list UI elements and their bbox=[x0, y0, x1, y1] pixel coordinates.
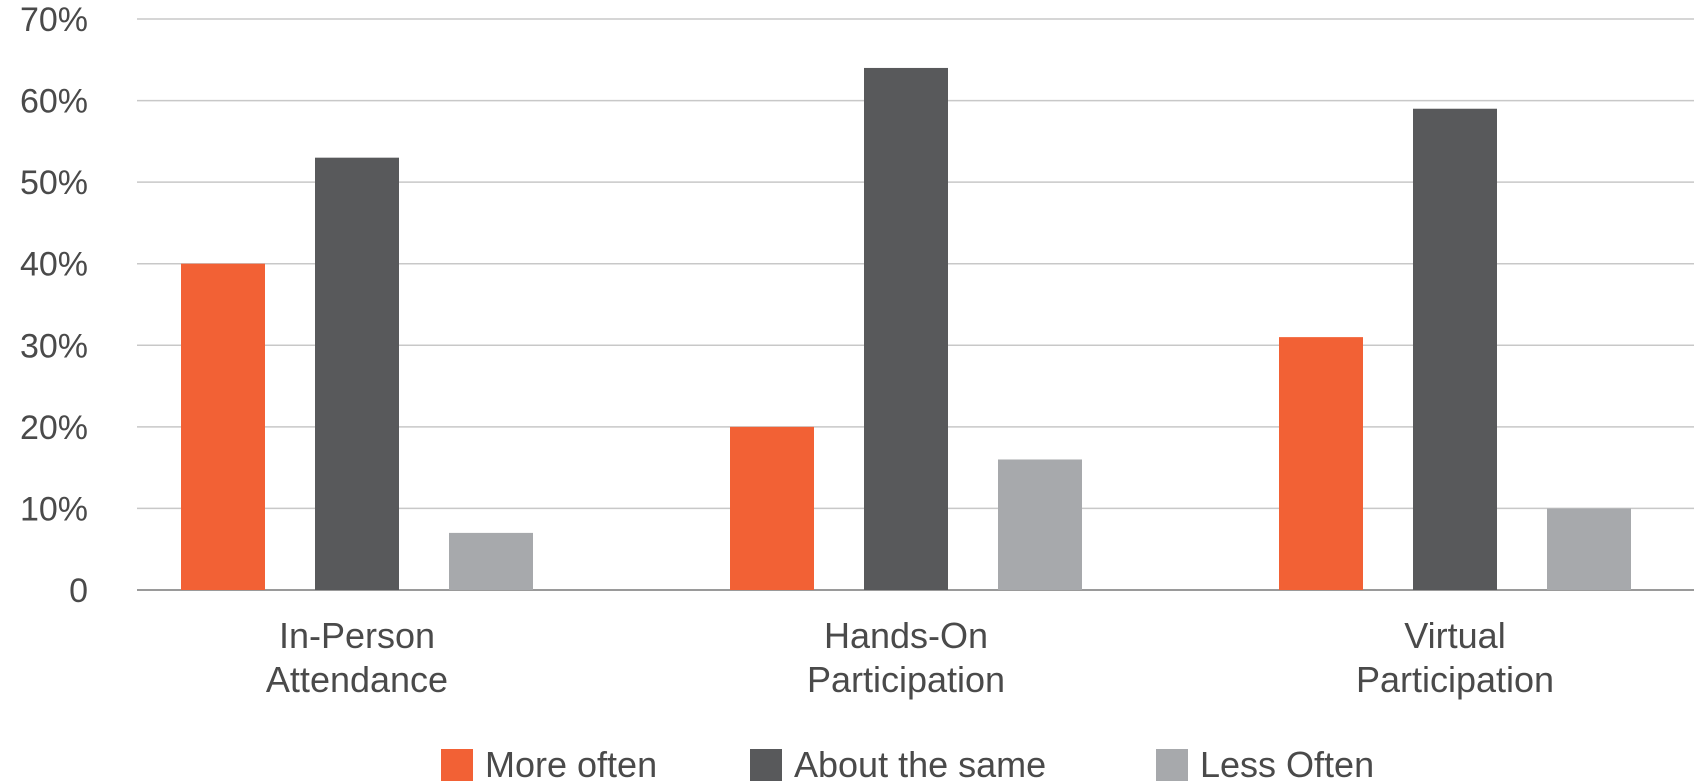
bar-about-the-same bbox=[1413, 108, 1497, 590]
category-label: Hands-On bbox=[824, 615, 988, 656]
bar-less-often bbox=[998, 459, 1082, 590]
legend-swatch bbox=[750, 749, 782, 781]
y-tick-label: 60% bbox=[20, 83, 88, 121]
category-label: Attendance bbox=[266, 659, 448, 700]
legend-swatch bbox=[1156, 749, 1188, 781]
bar-about-the-same bbox=[864, 67, 948, 590]
legend-label: Less Often bbox=[1200, 744, 1374, 784]
y-tick-label: 70% bbox=[20, 1, 88, 39]
y-tick-label: 20% bbox=[20, 409, 88, 447]
y-tick-label: 50% bbox=[20, 164, 88, 202]
legend-swatch bbox=[441, 749, 473, 781]
legend-label: More often bbox=[485, 744, 657, 784]
category-label: Virtual bbox=[1404, 615, 1505, 656]
bar-more-often bbox=[1279, 337, 1363, 590]
y-tick-label: 30% bbox=[20, 327, 88, 365]
y-tick-label: 10% bbox=[20, 490, 88, 528]
bar-more-often bbox=[730, 426, 814, 590]
y-tick-label: 40% bbox=[20, 246, 88, 284]
legend-label: About the same bbox=[794, 744, 1046, 784]
y-tick-label: 0 bbox=[69, 572, 88, 610]
category-label: Participation bbox=[1356, 659, 1554, 700]
bar-less-often bbox=[1547, 508, 1631, 590]
category-label: Participation bbox=[807, 659, 1005, 700]
bar-more-often bbox=[181, 263, 265, 590]
category-label: In-Person bbox=[279, 615, 435, 656]
bar-less-often bbox=[449, 532, 533, 590]
bar-about-the-same bbox=[315, 157, 399, 590]
